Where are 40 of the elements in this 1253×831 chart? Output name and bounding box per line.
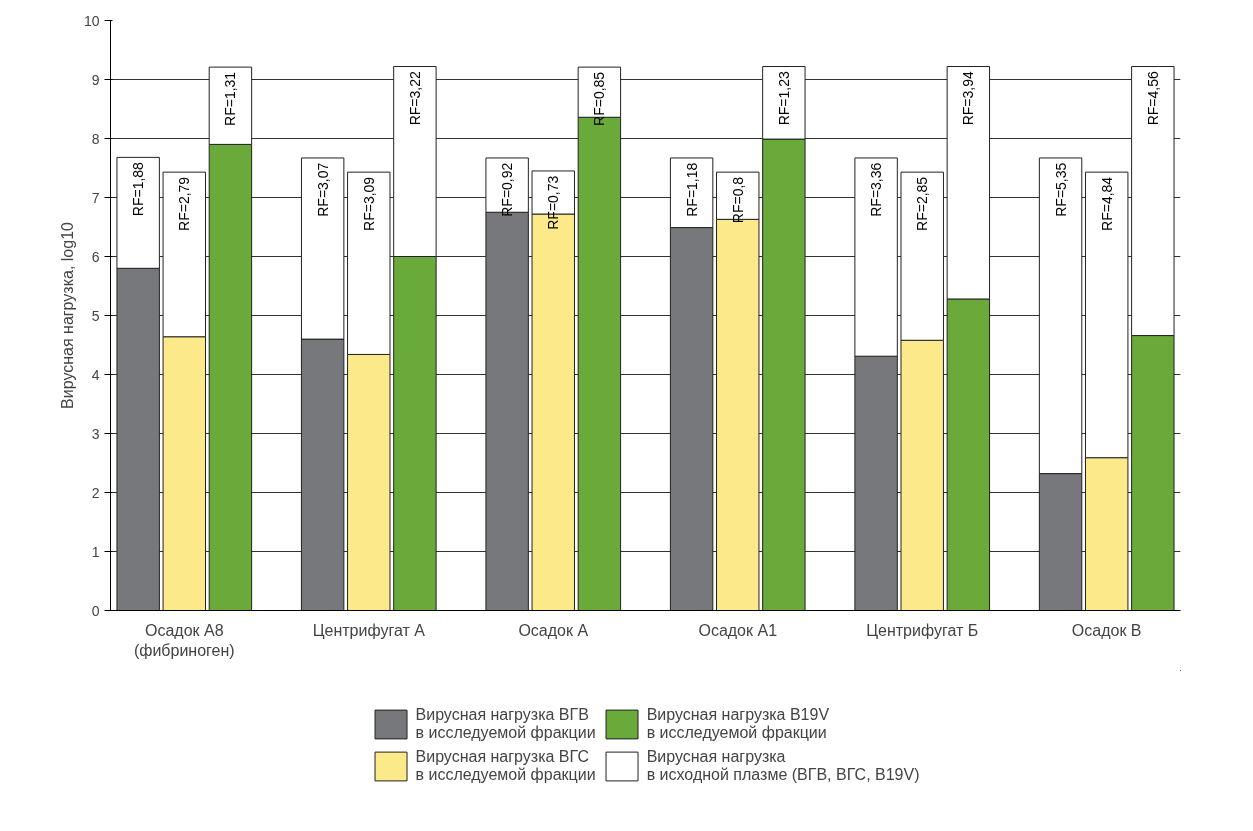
data-label: RF=3,94 [960,71,977,126]
x-tick-label: Осадок А8 (фибриноген) [133,621,235,659]
data-label: RF=0,73 [545,175,562,230]
x-tick-label: Центрифугат Б [866,621,979,639]
data-label: RF=1,18 [683,162,700,217]
y-tick-label: 0 [91,602,100,619]
y-tick-label: 3 [91,425,100,442]
data-label: RF=3,22 [406,71,423,126]
data-label: RF=1,31 [222,71,239,126]
y-tick-label: 2 [91,484,100,501]
x-tick-label: Центрифугат А [312,621,426,639]
legend-label: Вирусная нагрузка в исходной плазме (ВГВ, ВГС, B19V) [646,748,920,784]
data-label: RF=3,09 [360,176,377,231]
y-tick-label: 4 [91,366,100,383]
data-label: RF=5,35 [1052,162,1069,217]
data-label: RF=3,36 [868,162,885,217]
y-tick-label: 5 [91,307,100,324]
legend-label: Вирусная нагрузка B19V в исследуемой фракции [646,706,830,742]
data-label: RF=2,85 [914,176,931,231]
x-tick-label: Осадок В [1071,621,1142,639]
data-label: RF=0,92 [499,162,516,217]
legend-label: Вирусная нагрузка ВГВ в исследуемой фракции [415,706,596,742]
data-label: RF=3,07 [314,162,331,217]
data-label: RF=1,23 [775,71,792,126]
data-label: RF=0,8 [729,176,746,224]
y-axis-title: Вирусная нагрузка, log10 [58,221,76,409]
y-tick-label: 6 [91,248,100,265]
y-tick-label: 9 [91,71,100,88]
data-label: RF=2,79 [176,176,193,231]
data-label: RF=0,85 [591,71,608,126]
legend-label: Вирусная нагрузка ВГС в исследуемой фракции [415,748,596,784]
data-label: RF=4,84 [1098,176,1115,231]
y-tick-label: 10 [83,12,100,29]
data-label: RF=4,56 [1144,71,1161,126]
y-tick-label: 8 [91,130,100,147]
y-tick-label: 1 [91,543,100,560]
x-tick-label: Осадок А1 [698,621,778,639]
data-label: RF=1,88 [130,161,147,217]
x-tick-label: Осадок А [518,621,589,639]
y-tick-label: 7 [91,189,100,206]
